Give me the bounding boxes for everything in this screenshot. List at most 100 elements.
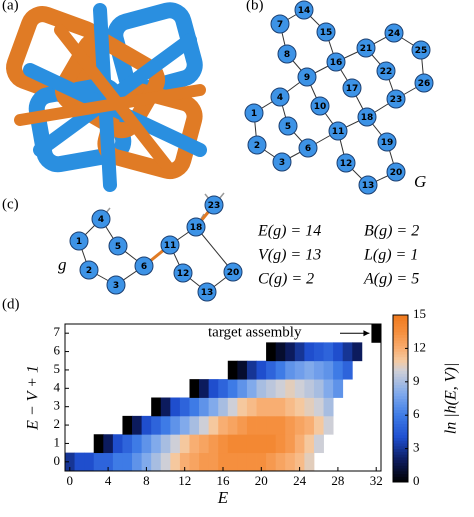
- heat-cell: [227, 434, 238, 454]
- heat-cell: [122, 434, 133, 454]
- panel-label: (c): [2, 196, 19, 212]
- heat-cell: [304, 452, 315, 472]
- heat-cell: [112, 452, 123, 472]
- heat-cell: [199, 452, 210, 472]
- x-tick-label: 12: [178, 473, 191, 488]
- node-circle: [356, 38, 376, 58]
- heat-cell: [160, 397, 171, 417]
- heat-cell: [65, 452, 75, 472]
- colorbar-swatch: [393, 370, 408, 374]
- heat-cell: [275, 434, 286, 454]
- heat-cell: [294, 397, 305, 417]
- heat-cell: [246, 434, 257, 454]
- node-circle: [91, 209, 111, 229]
- node-label: 4: [98, 215, 104, 225]
- node-label: 5: [115, 242, 121, 252]
- node-circle: [386, 162, 406, 182]
- heat-cell: [275, 360, 286, 380]
- node: 12: [336, 153, 356, 173]
- heat-cell: [132, 434, 143, 454]
- heat-cell: [266, 379, 277, 398]
- heat-cell: [256, 379, 267, 398]
- heat-cell: [275, 397, 286, 417]
- heat-cell: [246, 379, 257, 398]
- graph-name: G: [414, 172, 426, 191]
- heat-cell: [189, 415, 200, 435]
- heat-cell: [151, 452, 162, 472]
- heat-cell: [179, 452, 190, 472]
- heat-cell: [237, 397, 248, 417]
- node: 2: [247, 135, 267, 155]
- heat-cell: [189, 379, 200, 398]
- node: 26: [414, 73, 434, 93]
- node-label: 24: [388, 29, 401, 39]
- heat-cell: [227, 415, 238, 435]
- heat-cell: [294, 360, 305, 380]
- heat-cell: [227, 452, 238, 472]
- node: 4: [270, 87, 290, 107]
- x-tick-label: 8: [143, 473, 150, 488]
- node: 12: [173, 263, 193, 283]
- y-tick-label: 6: [54, 343, 61, 358]
- equation: B(g) = 2: [364, 223, 419, 240]
- node: 21: [356, 38, 376, 58]
- heat-cell: [246, 397, 257, 417]
- node-circle: [79, 260, 99, 280]
- heat-cell: [170, 415, 181, 435]
- node-circle: [69, 231, 89, 251]
- heat-cell: [275, 342, 286, 362]
- x-tick-label: 20: [255, 473, 268, 488]
- colorbar-swatch: [393, 395, 408, 399]
- node: 17: [342, 78, 362, 98]
- node-label: 15: [320, 28, 333, 38]
- node-circle: [326, 52, 346, 72]
- heat-cell: [237, 434, 248, 454]
- node: 13: [358, 175, 378, 195]
- heat-cell: [189, 397, 200, 417]
- heat-cell: [323, 415, 334, 435]
- colorbar-swatch: [393, 401, 408, 405]
- heat-cell: [285, 434, 296, 454]
- heat-cell: [84, 452, 95, 472]
- colorbar-swatch: [393, 479, 408, 483]
- heat-cell: [294, 434, 305, 454]
- node-label: 6: [305, 144, 311, 154]
- node-circle: [108, 236, 128, 256]
- colorbar-swatch: [393, 406, 408, 411]
- x-tick-label: 4: [105, 473, 112, 488]
- colorbar-swatch: [393, 337, 408, 341]
- colorbar-swatch: [393, 367, 408, 372]
- y-tick-label: 5: [54, 361, 61, 376]
- heat-cell: [237, 360, 248, 380]
- colorbar-swatch: [393, 443, 408, 447]
- heat-cell: [151, 397, 162, 417]
- heat-cell: [122, 452, 133, 472]
- colorbar-swatch: [393, 340, 408, 344]
- y-tick-label: 7: [54, 324, 61, 339]
- heat-cell: [333, 360, 344, 380]
- colorbar-tick-label: 3: [413, 440, 420, 455]
- heat-cell: [275, 415, 286, 435]
- heat-cell: [189, 434, 200, 454]
- node-label: 21: [360, 44, 373, 54]
- y-tick-label: 4: [54, 379, 61, 394]
- colorbar-swatch: [393, 320, 408, 324]
- heat-cell: [246, 452, 257, 472]
- node-circle: [270, 14, 290, 34]
- node-label: 19: [381, 138, 394, 148]
- heat-cell: [103, 434, 114, 454]
- node-circle: [247, 135, 267, 155]
- heat-cell: [256, 452, 267, 472]
- node: 3: [272, 152, 292, 172]
- x-tick-label: 28: [331, 473, 344, 488]
- heat-cell: [189, 452, 200, 472]
- heat-cell: [266, 452, 277, 472]
- colorbar-swatch: [393, 473, 408, 477]
- heat-cell: [333, 342, 344, 362]
- node-circle: [134, 256, 154, 276]
- node: 20: [386, 162, 406, 182]
- colorbar-swatch: [393, 398, 408, 402]
- node-label: 12: [340, 159, 353, 169]
- node-circle: [204, 195, 224, 215]
- annotation: target assembly: [208, 325, 302, 341]
